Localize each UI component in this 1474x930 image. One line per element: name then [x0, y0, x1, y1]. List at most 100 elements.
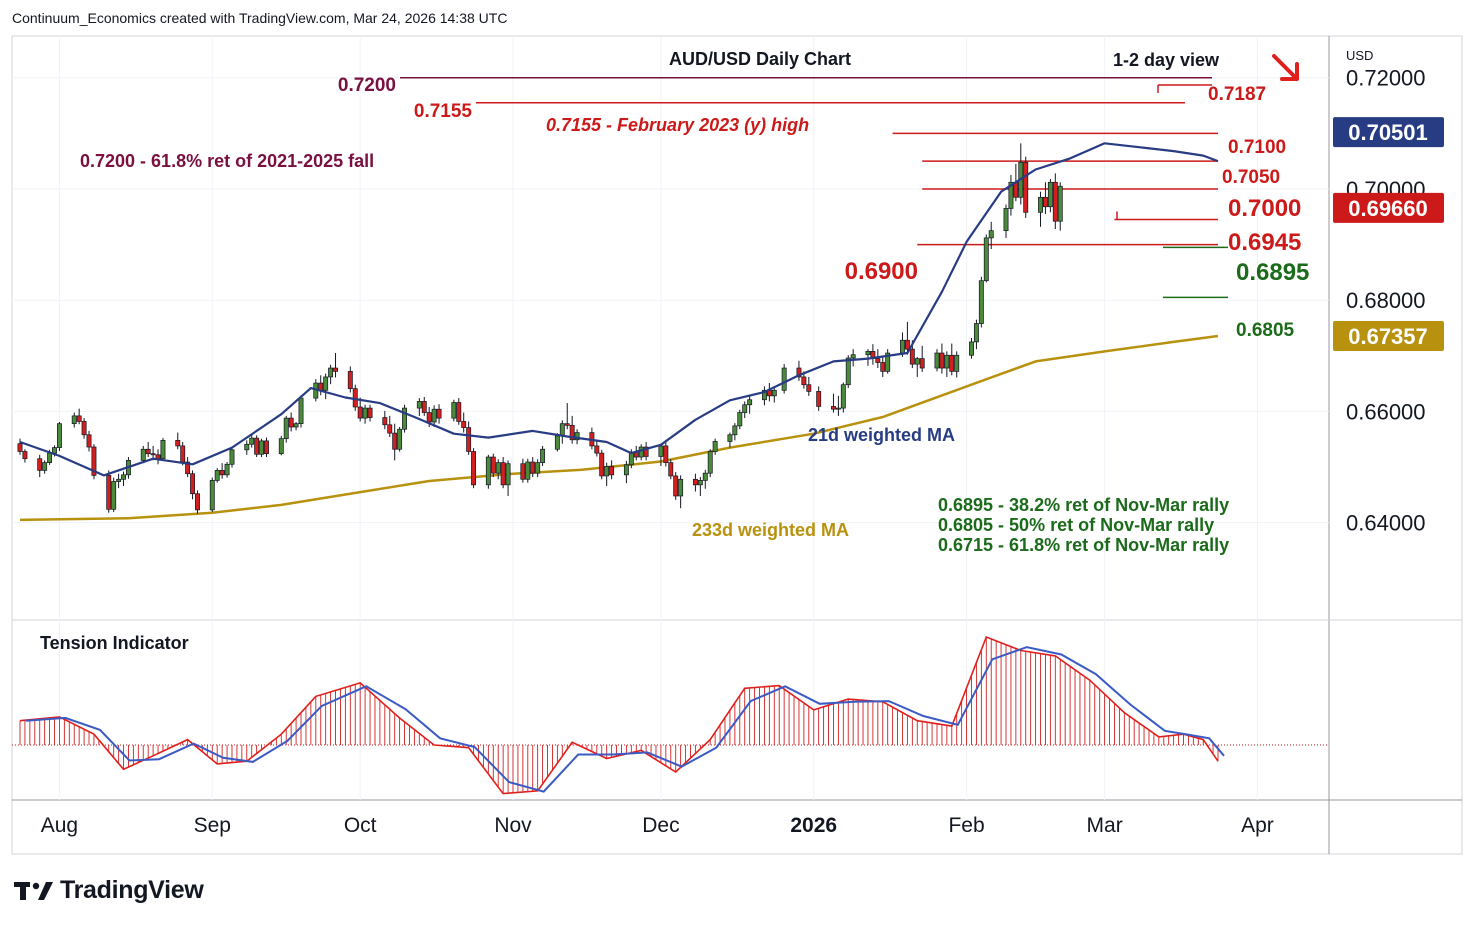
candle-body [209, 480, 215, 511]
candle-body [880, 362, 886, 372]
x-tick-label: Aug [41, 814, 78, 837]
candle-body [106, 475, 112, 510]
candle-body [387, 424, 393, 434]
candle-body [195, 493, 200, 511]
candle-body [747, 399, 753, 406]
candle-body [392, 432, 398, 450]
x-tick-label: Mar [1087, 814, 1123, 837]
candle-body [382, 417, 388, 426]
tension-line [19, 635, 1219, 795]
candle-body [426, 412, 432, 423]
candle-body [978, 280, 984, 324]
annotation-50-ret: 0.6805 - 50% ret of Nov-Mar rally [938, 515, 1214, 535]
candle-body [673, 475, 679, 497]
candle-body [732, 425, 738, 436]
price-badge [1333, 320, 1444, 351]
candle-body [727, 434, 733, 442]
candle-body [1057, 185, 1063, 222]
tradingview-logo[interactable]: TradingView [14, 876, 204, 905]
candle-body [845, 357, 851, 386]
tension-indicator-title: Tension Indicator [40, 633, 189, 653]
y-tick-label: 0.66000 [1346, 399, 1426, 424]
tradingview-logo-text: TradingView [60, 876, 204, 904]
candle-body [796, 367, 802, 378]
candle-body [668, 462, 674, 477]
tradingview-logo-icon [14, 881, 53, 900]
candle-body [1003, 208, 1009, 232]
candle-body [323, 376, 329, 391]
candle-body [244, 443, 250, 451]
candle-body [402, 407, 407, 430]
candle-body [564, 423, 570, 426]
level-label: 0.7050 [1222, 167, 1280, 188]
candle-body [185, 461, 191, 475]
candle-body [111, 481, 117, 510]
candle-body [530, 461, 536, 474]
candle-body [569, 424, 575, 441]
candle-body [909, 348, 915, 365]
candle-body [362, 407, 368, 419]
candle-body [333, 367, 338, 372]
candle-body [594, 445, 600, 454]
candle-body [288, 417, 294, 428]
level-label: 0.7155 [414, 101, 473, 122]
candle-body [885, 352, 891, 372]
candle-body [367, 407, 373, 418]
candle-body [466, 427, 472, 452]
annotation-21d-ma: 21d weighted MA [808, 425, 955, 445]
candle-body [934, 352, 940, 369]
ma21-line [19, 142, 1219, 477]
candle-body [801, 376, 807, 386]
candle-body [71, 415, 77, 425]
candlestick-series [17, 143, 1063, 514]
chart-title: AUD/USD Daily Chart [669, 49, 851, 69]
candle-body [697, 480, 703, 486]
candle-body [347, 371, 353, 389]
candle-body [214, 470, 220, 481]
chart-caption: Continuum_Economics created with Trading… [12, 10, 508, 26]
annotation-0720-fib: 0.7200 - 61.8% ret of 2021-2025 fall [80, 151, 374, 171]
candle-body [900, 339, 905, 354]
candle-body [436, 408, 442, 419]
candle-body [554, 435, 560, 450]
candle-body [816, 391, 822, 407]
candle-body [840, 384, 846, 409]
candle-body [983, 237, 989, 282]
y-tick-label: 0.64000 [1346, 511, 1426, 536]
candle-body [328, 367, 334, 378]
candle-body [850, 354, 856, 359]
candle-body [742, 404, 748, 413]
candle-body [318, 382, 324, 391]
candle-body [835, 407, 841, 410]
candle-body [969, 341, 974, 356]
candle-body [116, 478, 122, 482]
x-tick-label: Apr [1241, 814, 1274, 837]
candle-body [707, 451, 713, 474]
support-resistance-levels: 0.7200 0.7155 0.7187 0.7100 0.7050 0.7000 0.69… [338, 75, 1310, 341]
candle-body [52, 447, 57, 454]
price-badge-label: 0.70501 [1348, 120, 1428, 145]
candle-body [229, 449, 235, 465]
candle-body [875, 358, 881, 363]
candle-body [160, 440, 166, 460]
candle-body [831, 406, 836, 410]
level-label: 0.6805 [1236, 320, 1295, 341]
candle-body [505, 463, 511, 486]
level-label: 0.7100 [1228, 137, 1286, 158]
tension-signal-line [25, 646, 1225, 793]
x-tick-label: 2026 [790, 814, 837, 837]
candle-body [461, 421, 467, 428]
candle-body [663, 445, 669, 463]
x-tick-label: Oct [344, 814, 377, 837]
candle-body [278, 438, 284, 455]
candle-body [56, 423, 62, 448]
x-tick-label: Sep [194, 814, 231, 837]
candle-body [1038, 196, 1043, 213]
candle-body [264, 440, 269, 455]
candle-body [761, 389, 767, 401]
candle-body [37, 458, 43, 471]
level-label: 0.6900 [845, 258, 918, 285]
candle-body [599, 452, 605, 477]
